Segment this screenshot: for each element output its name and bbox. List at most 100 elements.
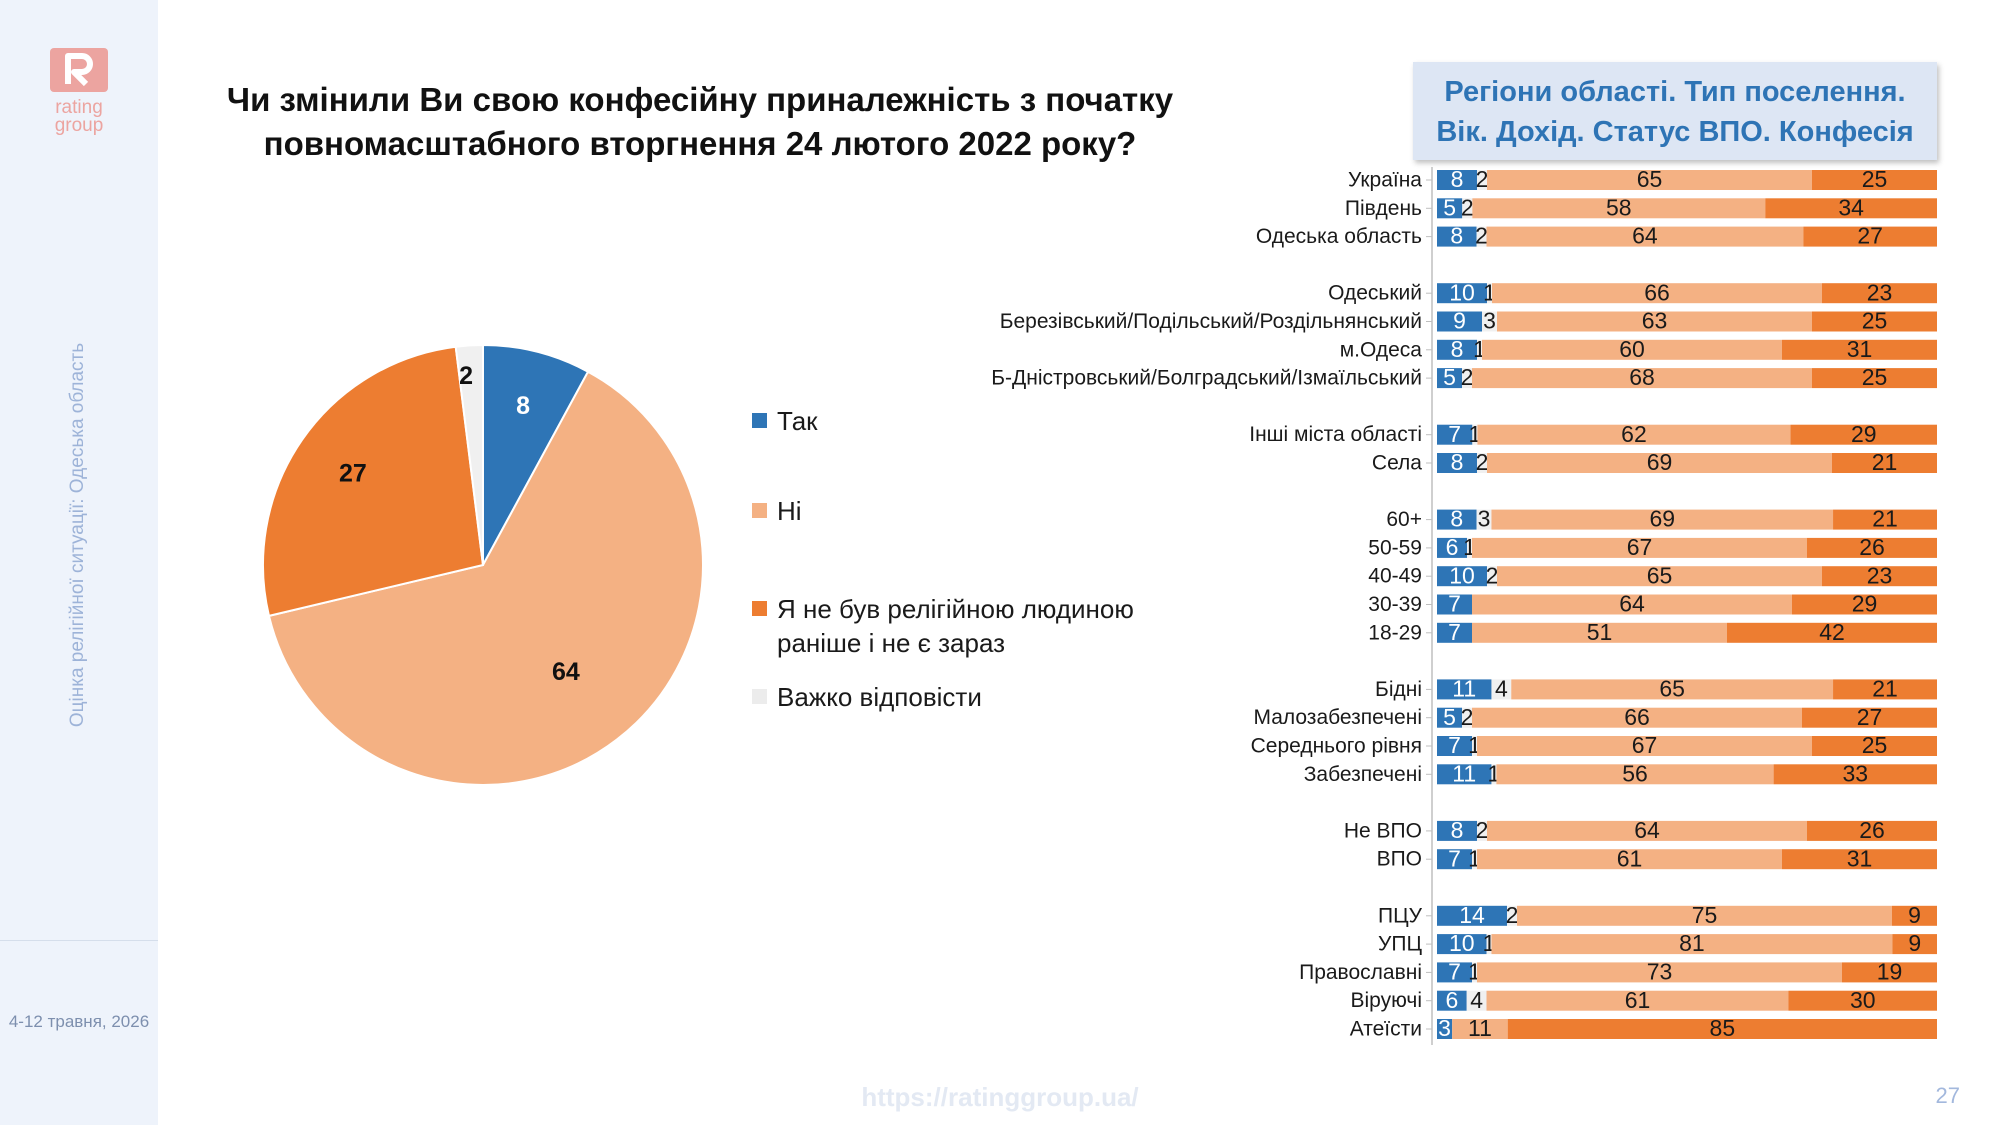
bar-data-label: 58 bbox=[1606, 194, 1632, 220]
bar-category-label: Середнього рівня bbox=[1251, 735, 1422, 758]
rating-group-logo: rating group bbox=[44, 46, 114, 146]
bar-segment bbox=[1437, 849, 1472, 870]
bar-data-label: 2 bbox=[1461, 194, 1474, 220]
bar-segment bbox=[1437, 736, 1472, 756]
bar-segment bbox=[1437, 566, 1487, 587]
bar-data-label: 21 bbox=[1872, 506, 1898, 532]
bar-data-label: 5 bbox=[1443, 364, 1456, 390]
bar-segment bbox=[1486, 934, 1492, 955]
bar-segment bbox=[1822, 566, 1937, 587]
bar-data-label: 66 bbox=[1624, 704, 1650, 730]
legend-item: Важко відповісти bbox=[752, 680, 982, 714]
bar-segment bbox=[1437, 962, 1472, 983]
bar-data-label: 8 bbox=[1451, 817, 1464, 843]
bar-data-label: 1 bbox=[1468, 421, 1481, 447]
bar-data-label: 8 bbox=[1450, 223, 1463, 249]
bar-segment bbox=[1842, 962, 1937, 983]
bar-segment bbox=[1472, 198, 1766, 219]
footer-url[interactable]: https://ratinggroup.ua/ bbox=[861, 1082, 1139, 1112]
bar-data-label: 14 bbox=[1459, 902, 1485, 928]
bar-segment bbox=[1437, 339, 1477, 360]
bar-segment bbox=[1437, 311, 1482, 332]
bar-segment bbox=[1782, 849, 1937, 870]
bar-data-label: 27 bbox=[1857, 223, 1883, 249]
bar-data-label: 25 bbox=[1862, 364, 1888, 390]
bar-data-label: 7 bbox=[1448, 958, 1461, 984]
bar-segment bbox=[1492, 283, 1822, 304]
bar-segment bbox=[1472, 424, 1478, 445]
pie-data-label: 64 bbox=[552, 658, 580, 686]
bar-segment bbox=[1802, 707, 1937, 728]
bar-data-label: 10 bbox=[1449, 930, 1475, 956]
bar-segment bbox=[1487, 170, 1812, 190]
bar-data-label: 2 bbox=[1461, 704, 1474, 730]
bar-data-label: 1 bbox=[1468, 958, 1481, 984]
legend-swatch bbox=[752, 413, 767, 428]
bar-data-label: 4 bbox=[1470, 987, 1483, 1013]
bar-data-label: 26 bbox=[1859, 534, 1885, 560]
bar-segment bbox=[1507, 1019, 1937, 1039]
bar-segment bbox=[1507, 905, 1517, 926]
bar-segment bbox=[1803, 226, 1937, 247]
page-number: 27 bbox=[1935, 1083, 1960, 1108]
bar-data-label: 61 bbox=[1617, 845, 1643, 871]
bar-data-label: 3 bbox=[1478, 506, 1491, 532]
bar-category-label: 30-39 bbox=[1368, 593, 1422, 616]
bar-data-label: 6 bbox=[1446, 534, 1459, 560]
bar-segment bbox=[1472, 849, 1477, 870]
bar-data-label: 25 bbox=[1862, 308, 1888, 334]
bar-data-label: 2 bbox=[1476, 449, 1489, 475]
bar-data-label: 68 bbox=[1629, 364, 1655, 390]
bar-segment bbox=[1437, 622, 1472, 643]
bar-segment bbox=[1472, 622, 1727, 643]
bar-segment bbox=[1491, 679, 1512, 700]
bar-segment bbox=[1822, 283, 1937, 304]
bar-segment bbox=[1437, 226, 1477, 247]
bar-data-label: 64 bbox=[1632, 223, 1658, 249]
bar-data-label: 7 bbox=[1448, 591, 1461, 617]
bar-category-label: 50-59 bbox=[1368, 536, 1422, 559]
bar-data-label: 31 bbox=[1847, 845, 1873, 871]
bar-data-label: 2 bbox=[1506, 902, 1519, 928]
bar-data-label: 7 bbox=[1448, 845, 1461, 871]
bar-data-label: 81 bbox=[1679, 930, 1705, 956]
bar-data-label: 19 bbox=[1877, 958, 1903, 984]
bar-segment bbox=[1482, 311, 1497, 332]
bar-data-label: 9 bbox=[1908, 930, 1921, 956]
bar-segment bbox=[1437, 368, 1462, 389]
bar-category-label: ВПО bbox=[1377, 848, 1422, 871]
bar-data-label: 69 bbox=[1647, 449, 1673, 475]
legend-label: Ні bbox=[777, 496, 802, 526]
bar-data-label: 75 bbox=[1692, 902, 1718, 928]
bar-segment bbox=[1496, 764, 1774, 785]
bar-segment bbox=[1482, 339, 1782, 360]
bar-data-label: 23 bbox=[1867, 562, 1893, 588]
pie-slice bbox=[267, 370, 704, 786]
bar-segment bbox=[1892, 934, 1937, 955]
legend-item: Так bbox=[752, 404, 818, 438]
bar-segment bbox=[1727, 622, 1937, 643]
bar-segment bbox=[1437, 537, 1467, 558]
bar-data-label: 9 bbox=[1908, 902, 1921, 928]
bar-data-label: 67 bbox=[1632, 732, 1658, 758]
legend-label: Так bbox=[777, 406, 818, 436]
bar-segment bbox=[1812, 736, 1937, 756]
bar-data-label: 1 bbox=[1483, 279, 1496, 305]
bar-segment bbox=[1452, 1019, 1508, 1039]
bar-category-label: Атеїсти bbox=[1350, 1018, 1422, 1041]
bar-segment bbox=[1437, 1019, 1453, 1039]
bar-segment bbox=[1477, 736, 1812, 756]
bar-segment bbox=[1487, 283, 1492, 304]
bar-segment bbox=[1437, 283, 1487, 304]
bar-segment bbox=[1462, 368, 1472, 389]
bar-data-label: 2 bbox=[1461, 364, 1474, 390]
bar-segment bbox=[1472, 736, 1477, 756]
legend-swatch bbox=[752, 503, 767, 518]
bar-segment bbox=[1487, 820, 1807, 841]
bar-segment bbox=[1477, 453, 1487, 473]
breakdown-header-line-2: Вік. Дохід. Статус ВПО. Конфесія bbox=[1436, 116, 1914, 148]
bar-segment bbox=[1437, 905, 1507, 926]
bar-segment bbox=[1437, 679, 1492, 700]
bar-segment bbox=[1517, 905, 1892, 926]
bar-data-label: 63 bbox=[1642, 308, 1668, 334]
